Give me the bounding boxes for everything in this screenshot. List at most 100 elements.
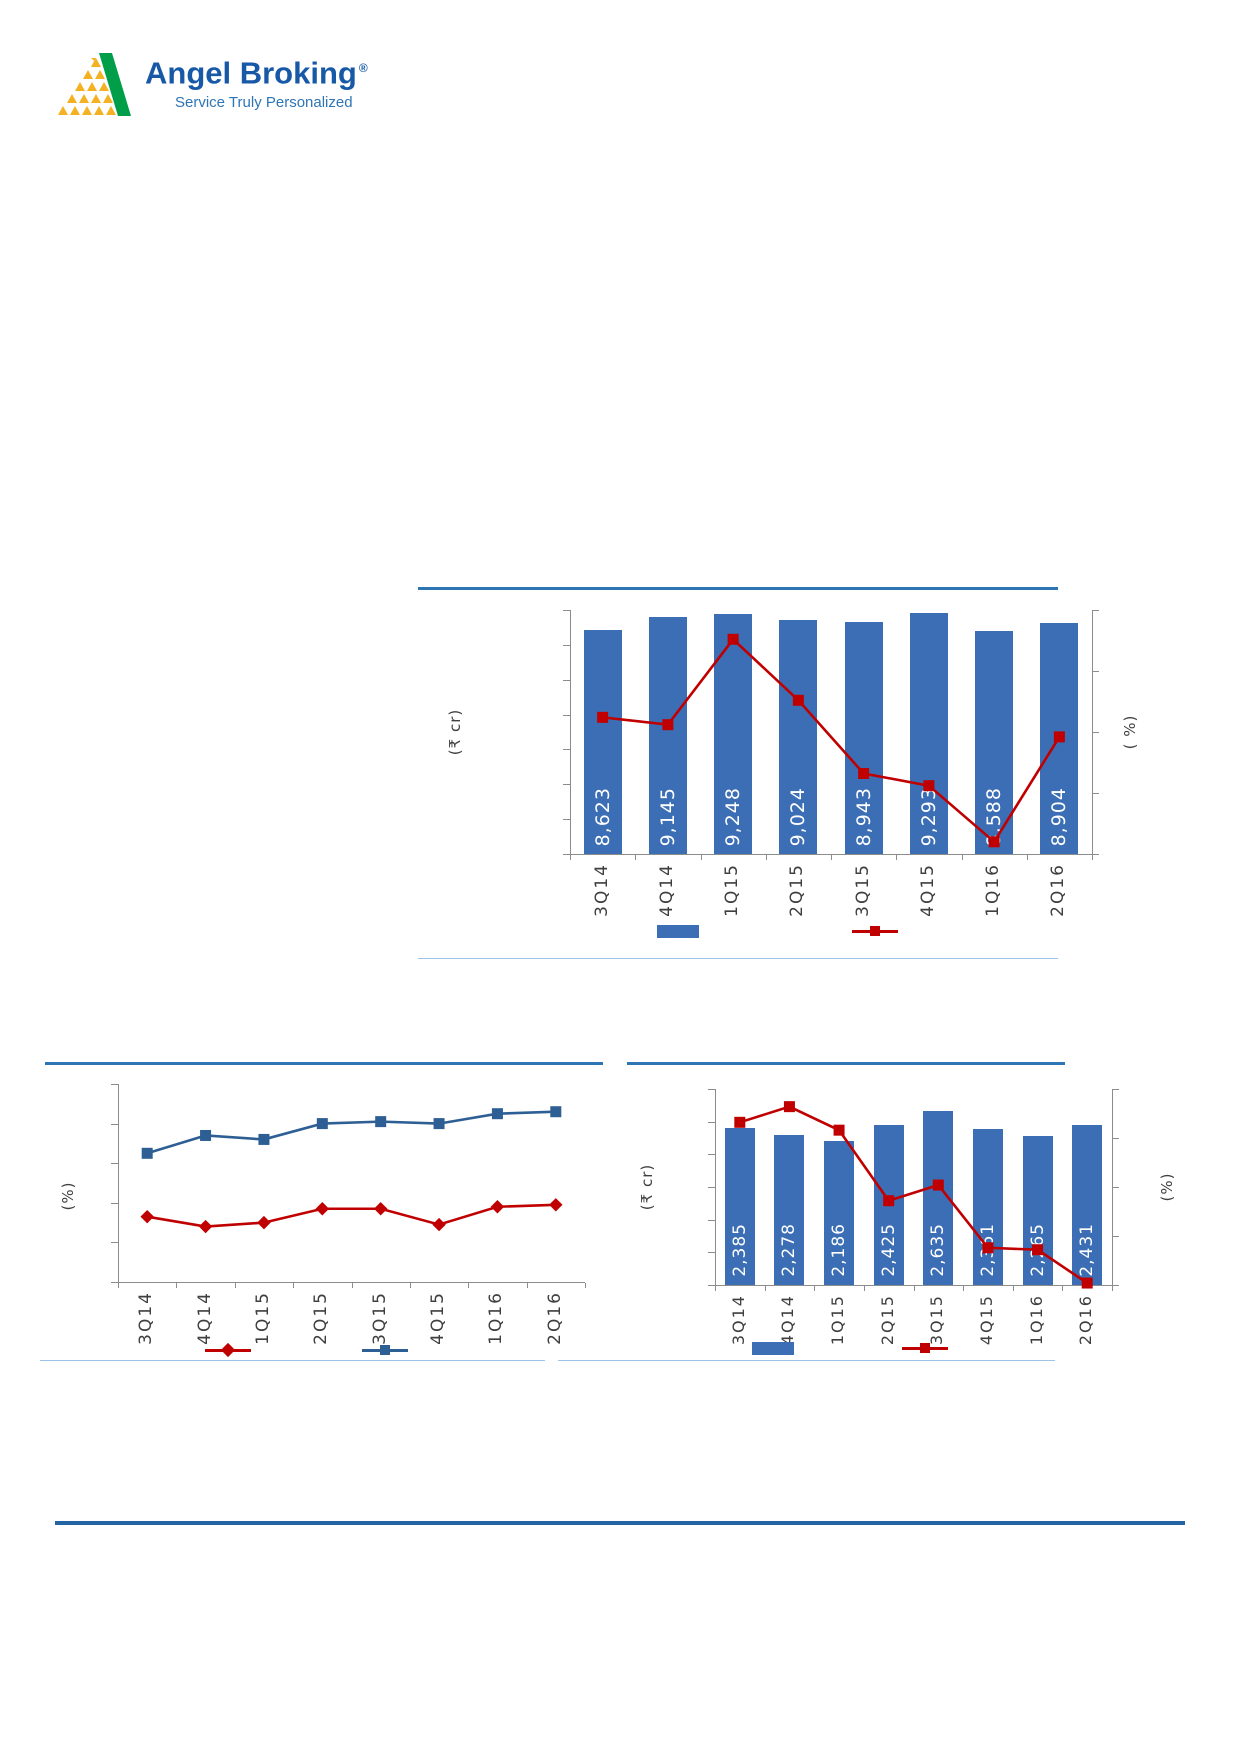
x-axis-tick xyxy=(961,855,963,860)
x-axis-label: 4Q14 xyxy=(656,863,677,917)
bar: 8,623 xyxy=(583,630,622,854)
x-axis-label: 2Q16 xyxy=(544,1291,565,1345)
line-marker-square xyxy=(662,719,674,731)
x-axis-tick xyxy=(831,855,832,860)
x-axis-tick xyxy=(526,1283,528,1288)
x-axis-tick xyxy=(1092,855,1093,860)
bar: 9,024 xyxy=(779,619,818,854)
x-axis-baseline xyxy=(715,1285,1112,1286)
line-marker-square xyxy=(258,1133,270,1145)
y-axis-tick xyxy=(563,854,570,855)
x-axis-label: 3Q14 xyxy=(728,1294,748,1346)
y-axis-tick xyxy=(708,1219,715,1221)
legend-bar-swatch xyxy=(752,1342,794,1355)
y-axis-tick xyxy=(708,1187,715,1188)
line-marker-diamond xyxy=(315,1202,330,1216)
x-axis-label: 3Q15 xyxy=(852,863,873,917)
line-marker-square xyxy=(923,780,935,792)
line-marker-square xyxy=(200,1129,212,1141)
x-axis-label: 3Q15 xyxy=(369,1291,390,1345)
line-overlay xyxy=(140,1106,563,1234)
y-axis-right-tick xyxy=(1112,1138,1119,1139)
y-axis-tick xyxy=(111,1163,118,1165)
legend-line-swatch xyxy=(852,925,898,938)
legend-bar-swatch xyxy=(657,925,699,938)
blue-square-series xyxy=(146,1110,556,1155)
x-axis-tick xyxy=(1012,1286,1014,1291)
y-axis-right-tick xyxy=(1112,1236,1119,1237)
y-axis-tick xyxy=(708,1089,715,1090)
line-marker-square xyxy=(1053,731,1065,743)
x-axis-tick xyxy=(1062,1286,1064,1291)
line-marker-diamond xyxy=(198,1219,213,1234)
legend-marker-square xyxy=(380,1345,390,1355)
x-axis-label: 1Q16 xyxy=(486,1291,507,1345)
x-axis-tick xyxy=(409,1283,411,1288)
chart-header-rule xyxy=(418,587,1058,590)
x-axis-tick xyxy=(896,855,898,860)
line-marker-diamond xyxy=(549,1198,563,1212)
line-marker-square xyxy=(375,1116,387,1128)
y-axis-tick xyxy=(563,610,570,611)
line-marker-square xyxy=(1081,1277,1093,1289)
x-axis-tick xyxy=(570,855,571,860)
x-axis-tick xyxy=(351,1283,353,1288)
y-axis-tick xyxy=(563,679,570,681)
line-marker-square xyxy=(597,711,609,723)
y-axis-left xyxy=(570,610,571,858)
y-axis-tick xyxy=(111,1282,118,1283)
bar: 2,385 xyxy=(724,1127,755,1285)
y-axis-right-tick xyxy=(1112,1285,1119,1286)
x-axis-label: 4Q14 xyxy=(778,1294,798,1346)
line-marker-square xyxy=(932,1179,944,1191)
line-marker-square xyxy=(316,1118,328,1130)
line-marker-square xyxy=(734,1116,746,1128)
x-axis-label: 1Q15 xyxy=(828,1294,848,1346)
x-axis-tick xyxy=(293,1283,295,1288)
x-axis-label: 4Q14 xyxy=(194,1291,215,1345)
y-axis-tick xyxy=(563,749,570,751)
x-axis-label: 2Q16 xyxy=(1048,863,1069,917)
line-marker-square xyxy=(727,633,739,645)
x-axis-label: 4Q15 xyxy=(976,1294,996,1346)
x-axis-label: 1Q16 xyxy=(1026,1294,1046,1346)
legend-marker-diamond xyxy=(220,1342,236,1358)
x-axis-label: 2Q15 xyxy=(877,1294,897,1346)
line-overlay xyxy=(597,633,1065,848)
registered-mark-icon: ® xyxy=(358,61,368,75)
y-axis-tick xyxy=(111,1123,118,1125)
x-axis-label: 2Q15 xyxy=(787,863,808,917)
chart2-left-axis-label: (%) xyxy=(59,1181,77,1211)
y-axis-right-tick xyxy=(1112,1089,1119,1090)
percent-overlay xyxy=(602,637,1061,844)
x-axis-label: 4Q15 xyxy=(428,1291,449,1345)
bar: 8,943 xyxy=(844,621,883,854)
x-axis-tick xyxy=(814,1286,816,1291)
line-marker-diamond xyxy=(432,1217,446,1232)
line-marker-square xyxy=(433,1118,445,1130)
y-axis-tick xyxy=(563,714,570,716)
x-axis-tick xyxy=(963,1286,965,1291)
line-marker-square xyxy=(883,1195,895,1207)
y-axis-right-tick xyxy=(1092,671,1099,672)
legend-marker-square xyxy=(920,1343,930,1353)
x-axis-label: 3Q15 xyxy=(927,1294,947,1346)
y-axis-left xyxy=(715,1089,716,1289)
chart-bottom-rule xyxy=(558,1360,1055,1361)
y-axis-tick xyxy=(708,1154,715,1156)
x-axis-tick xyxy=(765,855,767,860)
brand-wordmark: Angel Broking xyxy=(145,55,357,91)
y-axis-right xyxy=(1092,610,1093,858)
x-axis-label: 1Q16 xyxy=(983,863,1004,917)
x-axis-tick xyxy=(468,1283,470,1288)
legend-line-swatch xyxy=(205,1342,251,1358)
line-marker-square xyxy=(858,767,870,779)
line-marker-diamond xyxy=(490,1200,505,1214)
bar: 2,361 xyxy=(972,1129,1003,1285)
bar: 9,145 xyxy=(648,616,687,854)
chart1-left-axis-label: (₹ cr) xyxy=(446,708,464,756)
y-axis-right xyxy=(1112,1089,1113,1289)
y-axis-tick xyxy=(563,644,570,646)
x-axis-tick xyxy=(700,855,702,860)
x-axis-label: 1Q15 xyxy=(722,863,743,917)
